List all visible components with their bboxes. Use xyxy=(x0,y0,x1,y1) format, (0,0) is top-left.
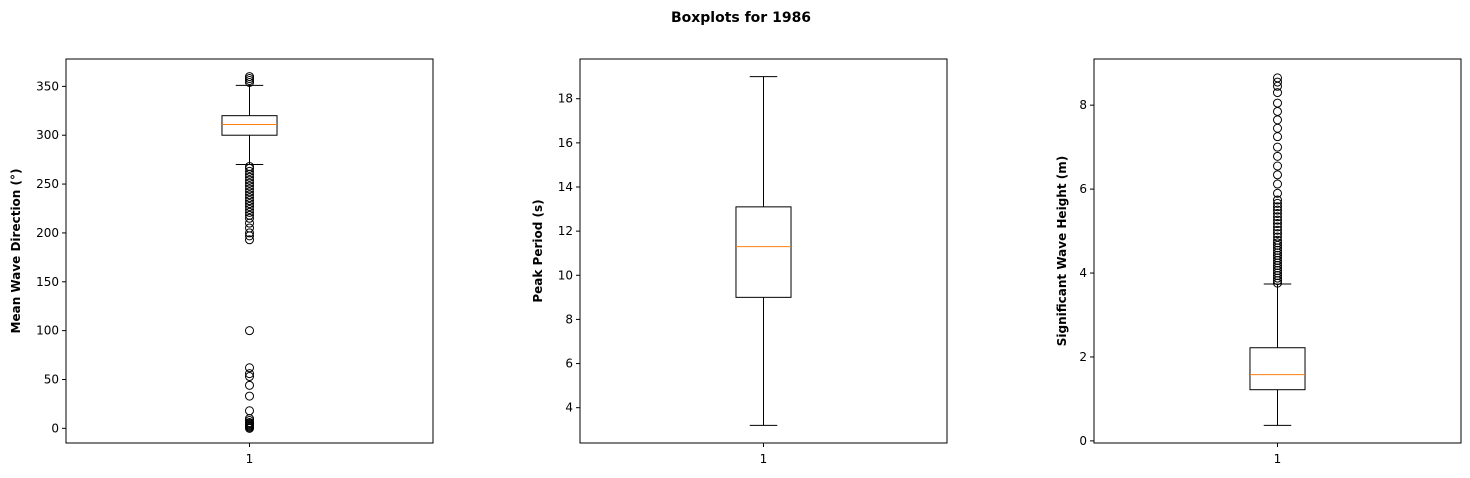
y-tick-label: 2 xyxy=(1079,350,1087,364)
y-tick-label: 0 xyxy=(1079,434,1087,448)
panel-significant-wave-height: Significant Wave Height (m) 0 2 4 6 8 1 xyxy=(1055,58,1462,466)
outlier-point xyxy=(1273,88,1282,98)
outlier-point xyxy=(1273,235,1282,245)
outlier-point xyxy=(1273,142,1282,152)
outlier-point xyxy=(1273,208,1282,218)
iqr-box xyxy=(735,206,792,298)
y-axis-label: Peak Period (s) xyxy=(531,199,545,302)
outlier-point xyxy=(1273,161,1282,171)
plot-area xyxy=(65,58,434,444)
y-tick-label: 16 xyxy=(558,136,573,150)
outlier-point xyxy=(1273,202,1282,212)
outlier-point xyxy=(245,207,254,217)
outlier-point xyxy=(245,228,254,238)
outlier-point xyxy=(245,178,254,188)
outlier-point xyxy=(245,187,254,197)
y-tick-label: 6 xyxy=(565,357,573,371)
outlier-point xyxy=(245,181,254,191)
figure-title: Boxplots for 1986 xyxy=(671,10,811,26)
outlier-point xyxy=(1273,232,1282,242)
outlier-point xyxy=(1273,151,1282,161)
y-tick-label: 18 xyxy=(558,92,573,106)
iqr-box xyxy=(1249,347,1306,391)
outlier-point xyxy=(1273,215,1282,225)
outlier-point xyxy=(1273,73,1282,83)
outlier-point xyxy=(245,199,254,209)
y-tick-label: 250 xyxy=(36,177,59,191)
outlier-point xyxy=(245,190,254,200)
y-tick-label: 4 xyxy=(1079,266,1087,280)
outlier-point xyxy=(245,193,254,203)
outlier-point xyxy=(245,223,254,233)
outlier-point xyxy=(245,406,254,416)
y-tick-label: 100 xyxy=(36,324,59,338)
outlier-point xyxy=(245,363,254,373)
x-tick-label: 1 xyxy=(1274,452,1282,466)
y-tick-label: 8 xyxy=(1079,98,1087,112)
y-axis-label: Mean Wave Direction (°) xyxy=(9,169,23,334)
outlier-point xyxy=(245,172,254,182)
panel-mean-wave-direction: Mean Wave Direction (°) 0 50 100 150 200 250 3… xyxy=(9,58,434,466)
outlier-point xyxy=(1273,238,1282,248)
y-tick-label: 14 xyxy=(558,180,573,194)
y-tick-label: 50 xyxy=(44,372,59,386)
outlier-point xyxy=(245,372,254,382)
y-tick-label: 4 xyxy=(565,401,573,415)
outlier-point xyxy=(245,166,254,176)
y-tick-label: 150 xyxy=(36,275,59,289)
x-tick-label: 1 xyxy=(246,452,254,466)
panel-peak-period: Peak Period (s) 4 6 8 10 12 14 16 18 1 xyxy=(531,58,948,466)
outlier-point xyxy=(1273,98,1282,108)
y-tick-label: 350 xyxy=(36,79,59,93)
outlier-point xyxy=(245,72,254,82)
outlier-point xyxy=(245,175,254,185)
outlier-point xyxy=(245,184,254,194)
outlier-point xyxy=(1273,170,1282,180)
outlier-point xyxy=(245,161,254,171)
outlier-point xyxy=(1273,106,1282,116)
outlier-point xyxy=(1273,225,1282,235)
y-tick-label: 8 xyxy=(565,312,573,326)
outlier-point xyxy=(1273,115,1282,125)
outlier-point xyxy=(245,235,254,245)
outlier-point xyxy=(245,326,254,336)
outlier-point xyxy=(1273,195,1282,205)
outlier-point xyxy=(1273,132,1282,142)
outlier-point xyxy=(245,210,254,220)
outlier-point xyxy=(1273,123,1282,133)
outlier-point xyxy=(1273,219,1282,229)
y-tick-label: 12 xyxy=(558,224,573,238)
outlier-point xyxy=(245,204,254,214)
outlier-point xyxy=(245,369,254,379)
outlier-point xyxy=(245,196,254,206)
outlier-point xyxy=(1273,229,1282,239)
outlier-point xyxy=(1273,179,1282,189)
y-tick-label: 300 xyxy=(36,128,59,142)
outlier-point xyxy=(245,202,254,212)
outlier-point xyxy=(245,391,254,401)
outlier-point xyxy=(1273,212,1282,222)
y-tick-label: 0 xyxy=(51,421,59,435)
outlier-point xyxy=(1273,77,1282,87)
iqr-box xyxy=(221,115,278,136)
outlier-point xyxy=(245,380,254,390)
y-tick-label: 10 xyxy=(558,268,573,282)
y-tick-label: 200 xyxy=(36,226,59,240)
y-tick-label: 6 xyxy=(1079,182,1087,196)
outlier-point xyxy=(1273,188,1282,198)
outlier-point xyxy=(1273,198,1282,208)
outlier-point xyxy=(1273,222,1282,232)
x-tick-label: 1 xyxy=(760,452,768,466)
outlier-point xyxy=(245,218,254,228)
outlier-point xyxy=(245,213,254,223)
y-axis-label: Significant Wave Height (m) xyxy=(1055,156,1069,346)
outlier-point xyxy=(1273,205,1282,215)
